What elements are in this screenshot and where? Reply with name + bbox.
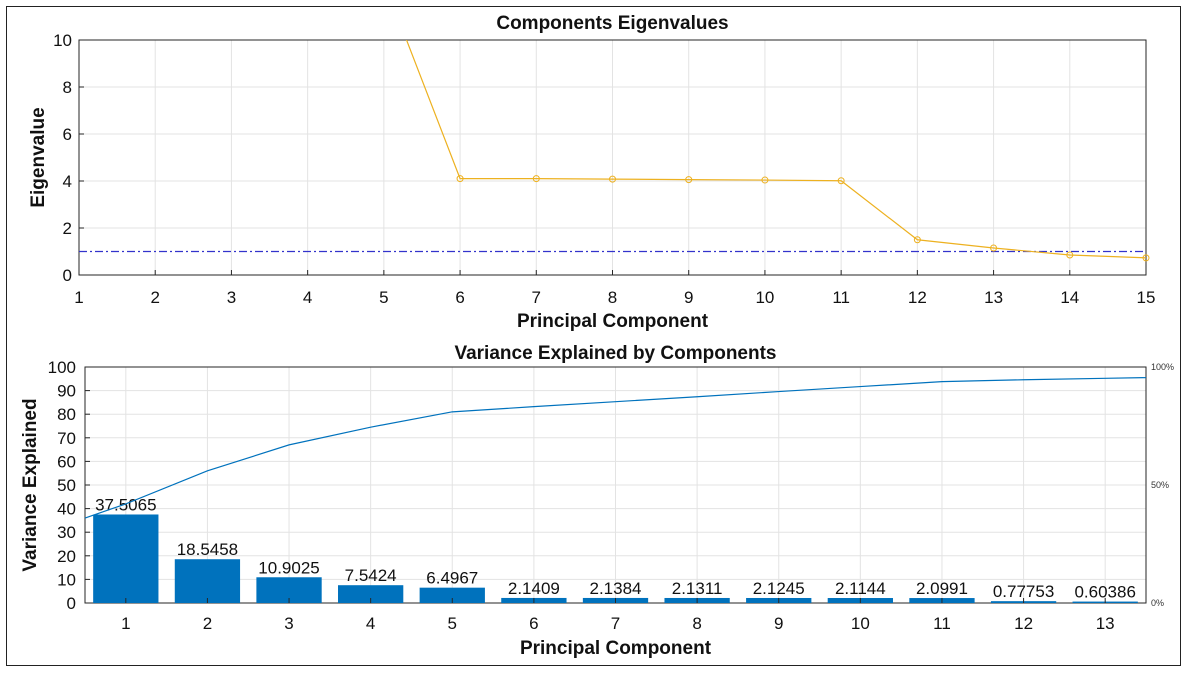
x-tick-label: 8	[692, 614, 701, 633]
y-axis-label-eigenvalues: Eigenvalue	[28, 107, 49, 207]
x-tick-label: 13	[1096, 614, 1115, 633]
y-tick-label: 80	[57, 405, 76, 424]
bar-data-label: 6.4967	[426, 569, 478, 588]
x-tick-label: 5	[448, 614, 457, 633]
eigenvalue-point	[685, 176, 693, 184]
x-tick-label: 7	[611, 614, 620, 633]
eigenvalue-point	[456, 175, 464, 183]
variance-bar	[174, 559, 241, 603]
x-tick-label: 7	[532, 288, 541, 307]
y-tick-label: 30	[57, 523, 76, 542]
x-tick-label: 4	[366, 614, 375, 633]
variance-bar	[419, 587, 485, 603]
y-tick-label: 10	[57, 570, 76, 589]
cumulative-variance-line	[84, 377, 1147, 519]
y-tick-label: 6	[63, 125, 72, 144]
eigenvalue-point	[1066, 251, 1074, 259]
eigenvalue-point	[609, 175, 616, 183]
right-axis-tick-label: 100%	[1151, 362, 1174, 372]
bar-data-label: 7.5424	[345, 566, 397, 585]
eigenvalue-point	[837, 177, 845, 185]
y-tick-label: 70	[57, 429, 76, 448]
variance-bar	[338, 585, 404, 603]
x-tick-label: 8	[608, 288, 617, 307]
x-tick-label: 4	[303, 288, 312, 307]
y-tick-label: 0	[63, 266, 72, 285]
bar-data-label: 10.9025	[258, 558, 319, 577]
x-axis-label-variance: Principal Component	[520, 638, 712, 659]
bar-data-label: 2.0991	[916, 579, 968, 598]
x-tick-label: 2	[150, 288, 159, 307]
x-tick-label: 9	[684, 288, 693, 307]
variance-bar	[93, 514, 159, 603]
x-tick-label: 3	[227, 288, 236, 307]
x-tick-label: 1	[121, 614, 130, 633]
x-tick-label: 12	[1014, 614, 1033, 633]
y-tick-label: 4	[63, 172, 72, 191]
x-tick-label: 11	[832, 288, 850, 307]
x-tick-label: 6	[455, 288, 464, 307]
bar-data-label: 2.1384	[590, 579, 642, 598]
x-tick-label: 3	[284, 614, 293, 633]
eigenvalue-point	[761, 176, 769, 184]
x-tick-label: 13	[984, 288, 1003, 307]
x-tick-label: 14	[1060, 288, 1079, 307]
bar-data-label: 0.60386	[1074, 583, 1135, 602]
x-tick-label: 12	[908, 288, 927, 307]
y-tick-label: 90	[57, 382, 76, 401]
y-tick-label: 2	[63, 219, 72, 238]
chart-title-eigenvalues: Components Eigenvalues	[496, 13, 728, 34]
bar-data-label: 0.77753	[993, 582, 1054, 601]
eigenvalue-point	[1142, 254, 1150, 262]
y-tick-label: 0	[67, 594, 76, 613]
y-tick-label: 10	[53, 31, 72, 50]
x-tick-label: 15	[1137, 288, 1156, 307]
bar-data-label: 2.1311	[672, 579, 723, 598]
x-tick-label: 6	[529, 614, 538, 633]
eigenvalue-point	[990, 244, 998, 252]
bar-data-label: 2.1245	[753, 579, 805, 598]
y-tick-label: 40	[57, 500, 76, 519]
bar-data-label: 18.5458	[177, 540, 238, 559]
chart-title-variance: Variance Explained by Components	[454, 343, 776, 364]
x-tick-label: 9	[774, 614, 783, 633]
y-tick-label: 100	[48, 358, 76, 377]
eigenvalue-point	[913, 236, 921, 244]
y-tick-label: 50	[57, 476, 76, 495]
y-tick-label: 20	[57, 547, 76, 566]
eigenvalue-point	[532, 175, 540, 183]
x-tick-label: 11	[933, 614, 951, 633]
y-axis-label-variance: Variance Explained	[20, 398, 41, 571]
x-axis-label-eigenvalues: Principal Component	[517, 311, 709, 332]
right-axis-tick-label: 50%	[1151, 480, 1169, 490]
bar-data-label: 2.1409	[508, 579, 560, 598]
x-tick-label: 10	[755, 288, 774, 307]
right-axis-tick-label: 0%	[1151, 598, 1164, 608]
x-tick-label: 5	[379, 288, 388, 307]
x-tick-label: 10	[851, 614, 870, 633]
x-tick-label: 2	[203, 614, 212, 633]
y-tick-label: 60	[57, 452, 76, 471]
y-tick-label: 8	[63, 78, 72, 97]
eigenvalue-line	[405, 40, 1146, 259]
x-tick-label: 1	[74, 288, 83, 307]
bar-data-label: 2.1144	[835, 579, 886, 598]
